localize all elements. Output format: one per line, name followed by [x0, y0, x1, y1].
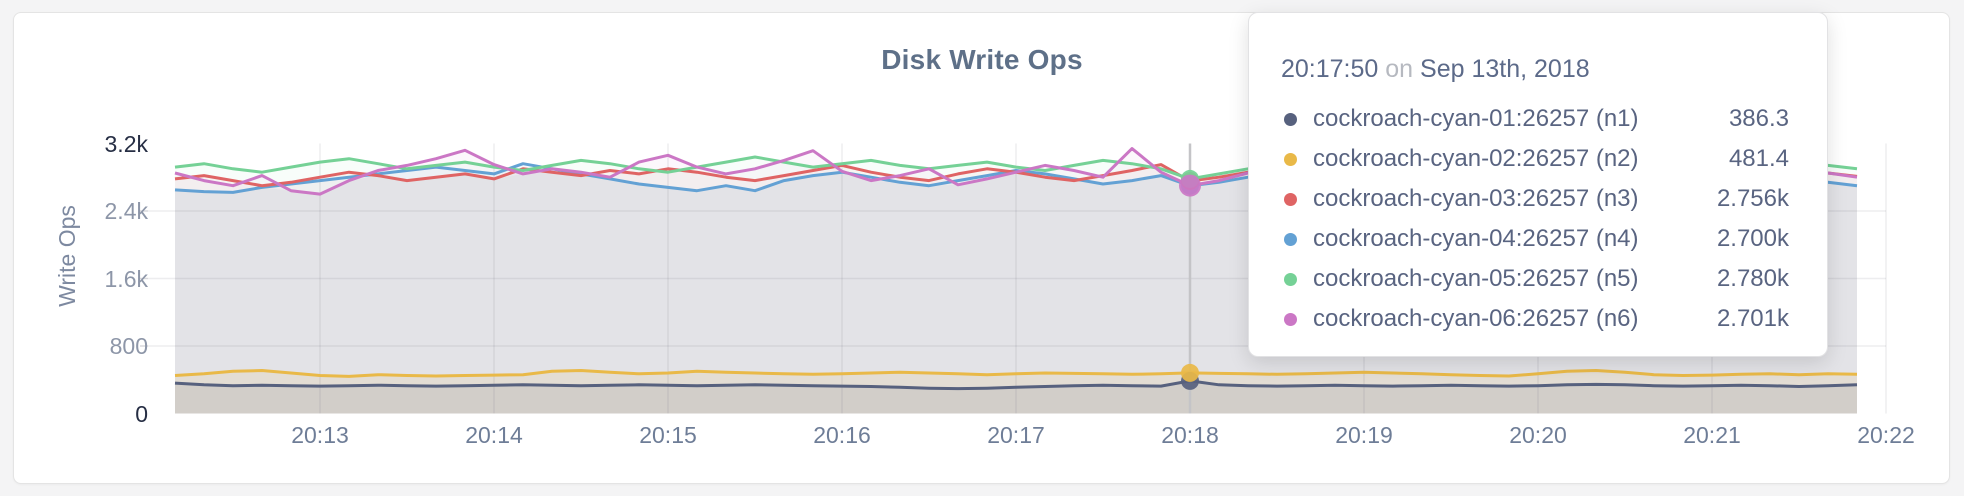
x-tick-label: 20:18 [1161, 422, 1219, 448]
hover-dots [1179, 169, 1201, 390]
x-tick-label: 20:20 [1509, 422, 1567, 448]
x-tick-label: 20:19 [1335, 422, 1393, 448]
tooltip-rows: cockroach-cyan-01:26257 (n1) 386.3 cockroa… [1281, 99, 1789, 339]
y-tick-label: 1.6k [104, 265, 148, 292]
series-name: cockroach-cyan-05:26257 (n5) [1313, 265, 1639, 292]
series-color-dot [1284, 312, 1297, 326]
chart-title: Disk Write Ops [881, 44, 1083, 75]
series-color-dot [1284, 232, 1297, 246]
series-value: 2.700k [1716, 225, 1789, 252]
hover-tooltip: 20:17:50 on Sep 13th, 2018 cockroach-cya… [1248, 12, 1828, 357]
series-color-dot [1284, 112, 1297, 126]
y-tick-label: 3.2k [104, 130, 148, 157]
y-tick-label: 800 [109, 333, 148, 359]
tooltip-header: 20:17:50 on Sep 13th, 2018 [1281, 55, 1789, 85]
series-name: cockroach-cyan-01:26257 (n1) [1313, 105, 1639, 132]
tooltip-row: cockroach-cyan-02:26257 (n2) 481.4 [1281, 139, 1789, 179]
tooltip-row: cockroach-cyan-06:26257 (n6) 2.701k [1281, 299, 1789, 339]
area-n2 [175, 370, 1857, 414]
tooltip-row: cockroach-cyan-01:26257 (n1) 386.3 [1281, 99, 1789, 139]
tooltip-date: Sep 13th, 2018 [1420, 55, 1590, 83]
series-name: cockroach-cyan-02:26257 (n2) [1313, 145, 1639, 172]
series-value: 386.3 [1728, 105, 1789, 132]
series-color-dot [1284, 192, 1297, 206]
series-color-dot [1284, 152, 1297, 166]
x-tick-label: 20:16 [813, 422, 871, 448]
series-value: 2.756k [1716, 185, 1789, 212]
x-tick-label: 20:14 [465, 422, 523, 448]
x-tick-label: 20:15 [639, 422, 697, 448]
tooltip-time: 20:17:50 [1281, 55, 1379, 83]
tooltip-row: cockroach-cyan-05:26257 (n5) 2.780k [1281, 259, 1789, 299]
series-value: 2.701k [1716, 305, 1789, 332]
series-name: cockroach-cyan-04:26257 (n4) [1313, 225, 1639, 252]
series-color-dot [1284, 272, 1297, 286]
x-tick-label: 20:17 [987, 422, 1045, 448]
x-tick-label: 20:21 [1683, 422, 1741, 448]
y-tick-label: 2.4k [104, 198, 148, 224]
series-value: 2.780k [1716, 265, 1789, 292]
x-tick-label: 20:13 [291, 422, 349, 448]
tooltip-row: cockroach-cyan-04:26257 (n4) 2.700k [1281, 219, 1789, 259]
y-tick-label: 0 [135, 400, 148, 427]
series-name: cockroach-cyan-06:26257 (n6) [1313, 305, 1639, 332]
series-value: 481.4 [1728, 145, 1789, 172]
x-tick-label: 20:22 [1857, 422, 1915, 448]
area-n1 [175, 380, 1857, 414]
tooltip-conjunction: on [1385, 55, 1414, 83]
series-name: cockroach-cyan-03:26257 (n3) [1313, 185, 1639, 212]
tooltip-row: cockroach-cyan-03:26257 (n3) 2.756k [1281, 179, 1789, 219]
